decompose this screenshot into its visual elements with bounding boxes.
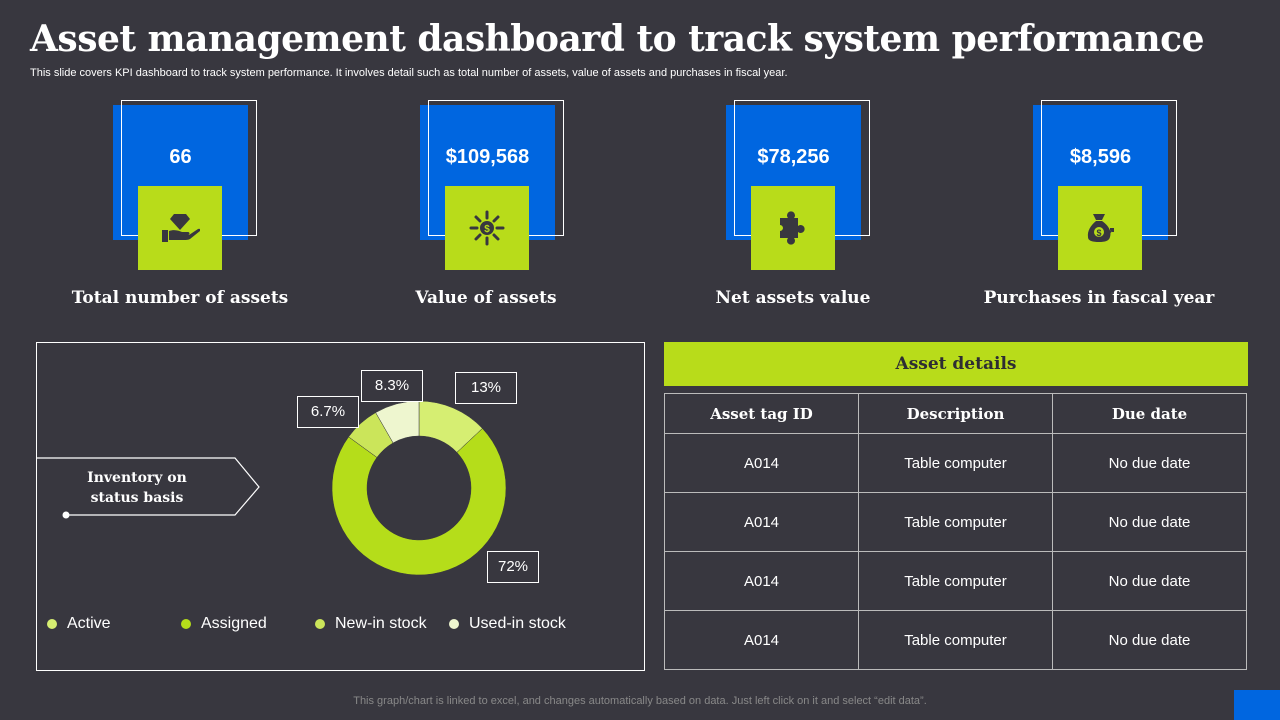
legend-item-active: Active: [47, 615, 111, 633]
kpi-label: Total number of assets: [71, 288, 289, 308]
donut-slice-assigned[interactable]: [331, 428, 507, 576]
hand-diamond-icon: [162, 214, 200, 242]
kpi-label: Net assets value: [715, 288, 871, 308]
table-row: A014 Table computer No due date: [664, 610, 1247, 670]
table-cell: Table computer: [858, 610, 1053, 670]
table-row: A014 Table computer No due date: [664, 433, 1247, 493]
kpi-icon-tile: $: [1058, 186, 1142, 270]
table-cell: No due date: [1052, 433, 1247, 493]
data-label-active: 13%: [455, 372, 517, 404]
table-header-row: Asset tag ID Description Due date: [664, 393, 1247, 434]
legend-dot: [449, 619, 459, 629]
footer-note: This graph/chart is linked to excel, and…: [353, 695, 927, 707]
table-cell: A014: [664, 551, 859, 611]
kpi-value: $109,568: [445, 146, 530, 168]
data-label-used-in-stock: 8.3%: [361, 370, 423, 402]
column-header: Due date: [1052, 393, 1247, 434]
table-cell: No due date: [1052, 492, 1247, 552]
table-cell: A014: [664, 433, 859, 493]
svg-text:$: $: [1096, 228, 1101, 238]
kpi-card-value-assets: $109,568 $: [420, 100, 570, 275]
table-row: A014 Table computer No due date: [664, 551, 1247, 611]
page-title: Asset management dashboard to track syst…: [30, 18, 1205, 60]
table-cell: No due date: [1052, 610, 1247, 670]
kpi-icon-tile: [138, 186, 222, 270]
legend-label: Active: [67, 615, 111, 632]
kpi-icon-tile: [751, 186, 835, 270]
table-cell: Table computer: [858, 551, 1053, 611]
table-cell: Table computer: [858, 492, 1053, 552]
asset-details-table: Asset tag ID Description Due date A014 Ta…: [664, 393, 1247, 670]
legend-dot: [315, 619, 325, 629]
table-row: A014 Table computer No due date: [664, 492, 1247, 552]
table-cell: Table computer: [858, 433, 1053, 493]
legend-label: Used-in stock: [469, 615, 566, 632]
corner-accent: [1234, 690, 1280, 720]
legend-dot: [47, 619, 57, 629]
table-cell: A014: [664, 492, 859, 552]
kpi-label: Value of assets: [415, 288, 557, 308]
table-cell: No due date: [1052, 551, 1247, 611]
svg-text:$: $: [484, 224, 490, 235]
kpi-value: 66: [169, 146, 192, 168]
table-cell: A014: [664, 610, 859, 670]
kpi-value: $78,256: [757, 146, 830, 168]
legend-item-assigned: Assigned: [181, 615, 267, 633]
page-subtitle: This slide covers KPI dashboard to track…: [30, 67, 788, 79]
dollar-sun-icon: $: [469, 210, 505, 246]
column-header: Asset tag ID: [664, 393, 859, 434]
inventory-label: Inventory on status basis: [87, 470, 187, 506]
kpi-card-purchases: $8,596 $: [1033, 100, 1183, 275]
legend-dot: [181, 619, 191, 629]
kpi-card-total-assets: 66: [113, 100, 263, 275]
money-bag-icon: $: [1087, 214, 1114, 242]
kpi-value: $8,596: [1069, 146, 1132, 168]
data-label-new-in-stock: 6.7%: [297, 396, 359, 428]
legend-label: Assigned: [201, 615, 267, 632]
asset-details-title: Asset details: [664, 342, 1248, 386]
donut-chart[interactable]: [37, 343, 646, 672]
column-header: Description: [858, 393, 1053, 434]
data-label-assigned: 72%: [487, 551, 539, 583]
donut-slice-used-in-stock[interactable]: [375, 400, 420, 444]
legend-item-new-in-stock: New-in stock: [315, 615, 427, 633]
legend-item-used-in-stock: Used-in stock: [449, 615, 566, 633]
inventory-chart-panel[interactable]: Inventory on status basis 13% 72% 6.7% 8…: [36, 342, 645, 671]
kpi-icon-tile: $: [445, 186, 529, 270]
legend-label: New-in stock: [335, 615, 427, 632]
kpi-label: Purchases in fascal year: [983, 288, 1215, 308]
kpi-card-net-assets: $78,256: [726, 100, 876, 275]
inventory-arrow-label-shape: [37, 457, 260, 519]
puzzle-icon: [780, 211, 805, 245]
